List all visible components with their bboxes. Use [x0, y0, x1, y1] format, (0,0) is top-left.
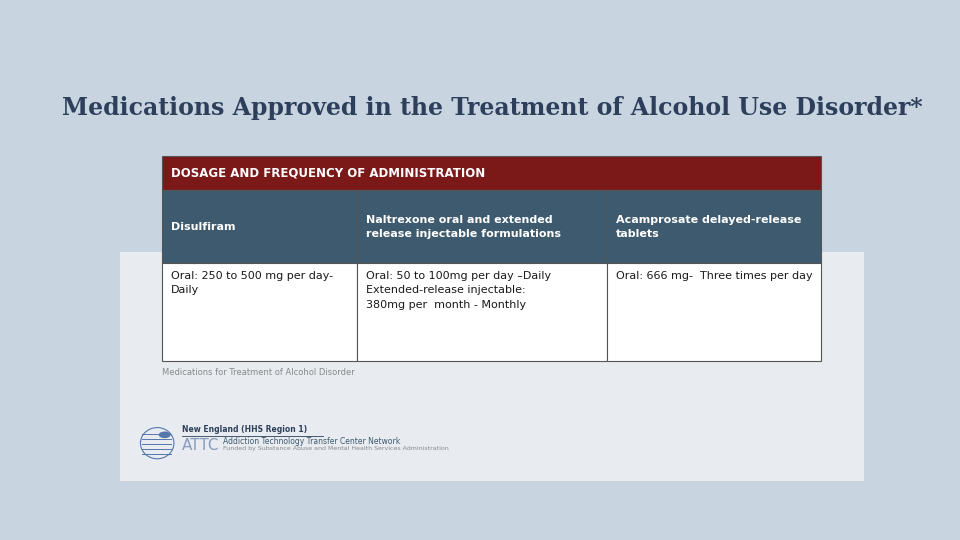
- Text: Acamprosate delayed-release
tablets: Acamprosate delayed-release tablets: [615, 215, 802, 239]
- Text: Medications Approved in the Treatment of Alcohol Use Disorder*: Medications Approved in the Treatment of…: [61, 97, 923, 120]
- Text: Oral: 50 to 100mg per day –Daily
Extended-release injectable:
380mg per  month -: Oral: 50 to 100mg per day –Daily Extende…: [366, 271, 551, 310]
- Text: ATTC: ATTC: [181, 438, 219, 453]
- Text: Naltrexone oral and extended
release injectable formulations: Naltrexone oral and extended release inj…: [366, 215, 561, 239]
- Bar: [607, 191, 821, 263]
- Text: Oral: 250 to 500 mg per day-
Daily: Oral: 250 to 500 mg per day- Daily: [171, 271, 333, 295]
- Bar: [162, 263, 357, 361]
- Text: Disulfiram: Disulfiram: [171, 222, 236, 232]
- Circle shape: [158, 431, 171, 438]
- Text: Oral: 666 mg-  Three times per day: Oral: 666 mg- Three times per day: [615, 271, 812, 281]
- Bar: [357, 263, 607, 361]
- Bar: [162, 191, 357, 263]
- Bar: [607, 263, 821, 361]
- Text: Medications for Treatment of Alcohol Disorder: Medications for Treatment of Alcohol Dis…: [162, 368, 355, 377]
- Text: New England (HHS Region 1): New England (HHS Region 1): [181, 426, 307, 434]
- Text: DOSAGE AND FREQUENCY OF ADMINISTRATION: DOSAGE AND FREQUENCY OF ADMINISTRATION: [171, 167, 486, 180]
- Text: Addiction Technology Transfer Center Network: Addiction Technology Transfer Center Net…: [223, 437, 400, 445]
- Bar: [120, 252, 864, 481]
- Bar: [162, 156, 821, 191]
- Text: Funded by Substance Abuse and Mental Health Services Administration: Funded by Substance Abuse and Mental Hea…: [223, 447, 448, 451]
- Bar: [357, 191, 607, 263]
